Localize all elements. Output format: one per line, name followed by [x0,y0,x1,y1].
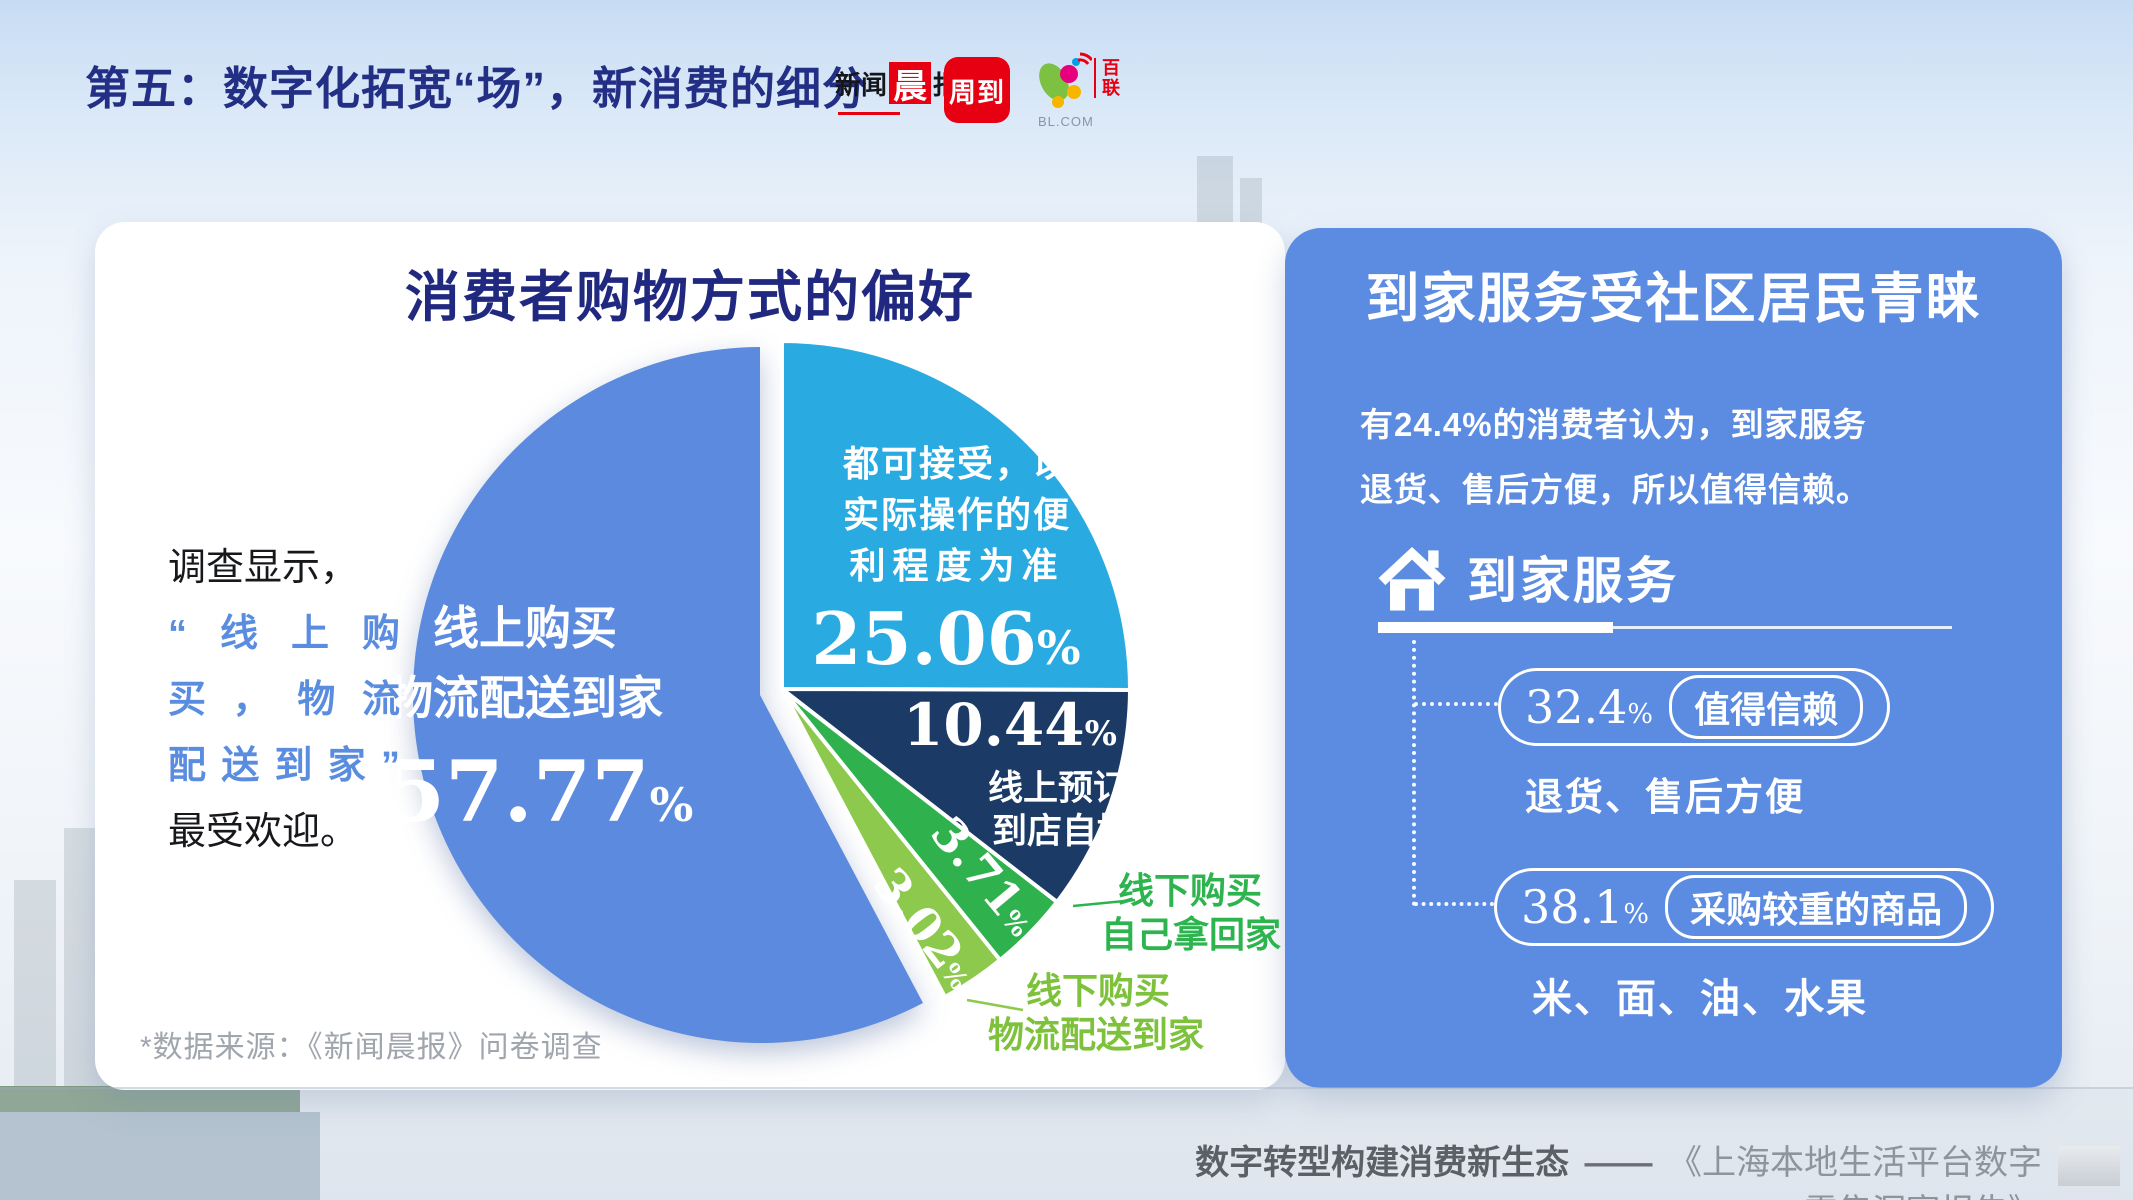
callout-line-offline-delivery [966,998,1024,1012]
pie-slice-reserve-pickup [780,687,1132,904]
pie-slice-online-delivery [413,347,923,1043]
heading-underline-thick [1378,622,1613,633]
bailian-logo-icon: 百联 BL.COM [1036,52,1132,130]
label-online-delivery-line1: 线上购买 [433,602,617,654]
callout-line-offline-carry [1072,898,1136,908]
value-either-ok: 25.06% [811,596,1081,681]
data-source-note: *数据来源：《新闻晨报》问卷调查 [140,1031,603,1064]
label-online-delivery-line2: 物流配送到家 [387,672,663,724]
bailian-mark-icon [1039,52,1094,108]
survey-note-line: 买，物流 [168,679,400,721]
pie-slice-offline-delivery [780,687,1002,999]
label-reserve-pickup-line1: 线上预订 [987,769,1128,808]
label-offline-delivery-line1: 线下购买 [1025,970,1170,1011]
label-offline-delivery-line2: 物流配送到家 [987,1014,1204,1055]
zhoudao-logo-icon: 周到 [944,57,1010,123]
pie-slice-either-ok [780,339,1133,692]
dotted-connector-item2 [1414,902,1494,906]
xinwen-logo-text: 新闻 [835,70,888,100]
survey-note-line: “线上购 [168,613,400,655]
home-service-card [1285,228,2062,1088]
home-service-heading-row: 到家服务 [1375,540,1679,614]
stat-value: 32.4% [1525,680,1654,734]
dotted-connector-vertical [1412,640,1416,906]
home-service-title: 到家服务受社区居民青睐 [1365,269,1982,329]
value-online-delivery: 57.77% [386,742,694,841]
stat-pill-trust: 32.4% 值得信赖 [1498,668,1891,746]
home-service-heading: 到家服务 [1467,553,1679,609]
stat-desc-heavy-goods: 米、面、油、水果 [1532,977,1868,1021]
stat-pill-heavy-goods: 38.1% 采购较重的商品 [1494,868,1995,946]
survey-note-line: 配送到家” [168,745,400,787]
chen-logo-box: 晨 [889,62,932,106]
house-icon [1378,546,1446,611]
page-number-block [2058,1146,2120,1186]
survey-note: 调查显示， “线上购 买，物流 配送到家” 最受欢迎。 [168,535,400,865]
footer-divider [0,1087,2133,1089]
label-reserve-pickup-line2: 到店自提 [991,812,1132,851]
xinwen-logo-subline [838,112,900,115]
footer-strip [0,1089,2133,1200]
label-either-ok: 都可接受，以 实际操作的便 利程度为准 [842,443,1071,586]
survey-note-line: 最受欢迎。 [168,811,359,853]
stat-value: 38.1% [1521,880,1650,934]
survey-note-line: 调查显示， [168,547,359,589]
home-service-paragraph: 有24.4%的消费者认为，到家服务 退货、售后方便，所以值得信赖。 [1360,406,1870,508]
label-offline-carry-line1: 线下购买 [1117,870,1262,911]
shopping-preference-pie-chart [413,339,1136,1043]
dotted-connector-item1 [1414,702,1498,706]
bailian-cn-text: 百联 [1094,58,1122,98]
value-reserve-pickup: 10.44% [903,691,1117,759]
label-offline-carry-line2: 自己拿回家 [1100,914,1281,955]
stat-desc-trust: 退货、售后方便 [1524,777,1805,819]
bailian-site-text: BL.COM [1038,114,1094,129]
heading-underline-thin [1613,626,1952,629]
stat-badge: 采购较重的商品 [1665,875,1968,939]
pie-chart-title: 消费者购物方式的偏好 [404,266,975,328]
footer-text: 数字转型构建消费新生态 —— 《上海本地生活平台数字零售洞察报告》 [1195,1144,2042,1200]
page-title: 第五：数字化拓宽“场”，新消费的细分 [85,63,869,114]
stat-badge: 值得信赖 [1669,675,1864,739]
xinwen-chenbao-logo-icon: 新闻 晨 报 [835,62,959,106]
